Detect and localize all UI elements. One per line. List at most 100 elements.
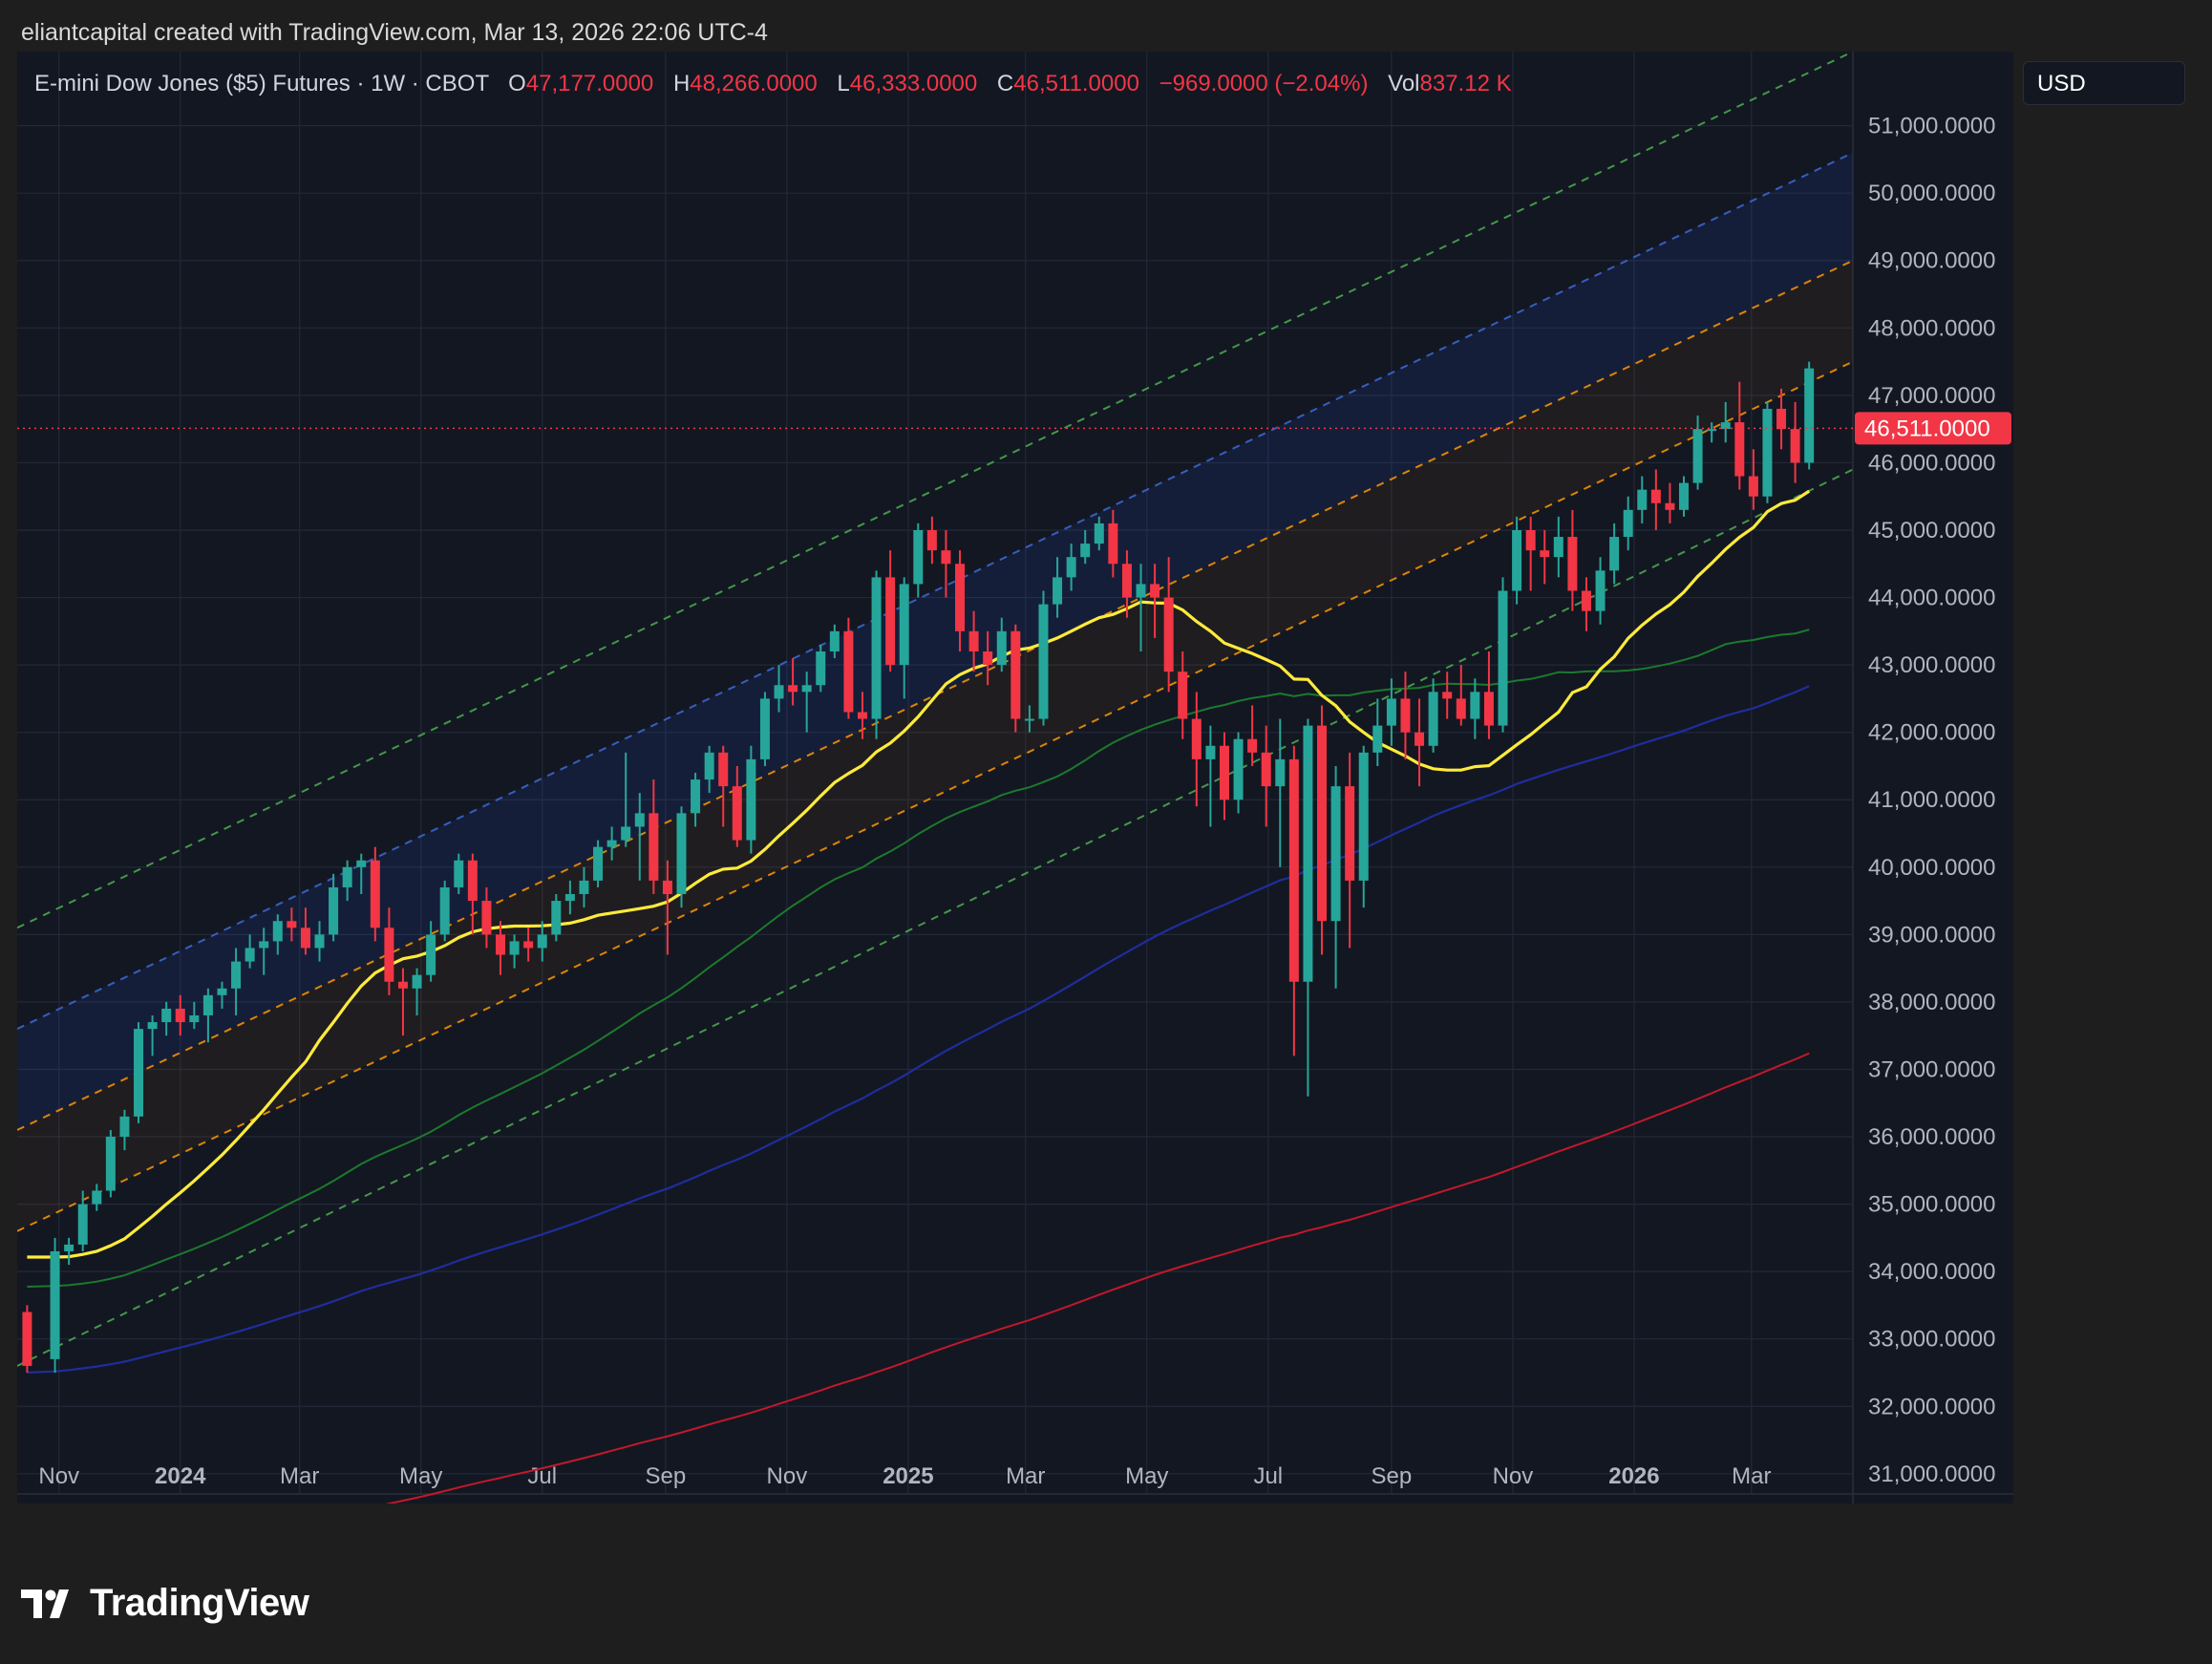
candle-body: [287, 921, 297, 928]
candle-body: [454, 860, 464, 887]
candle-body: [397, 981, 408, 989]
y-tick-label: 38,000.0000: [1868, 990, 1995, 1015]
candle-body: [1790, 429, 1800, 463]
x-tick-label: Nov: [1493, 1463, 1534, 1489]
candle-body: [1679, 482, 1690, 510]
candle-body: [593, 846, 604, 881]
y-tick-label: 37,000.0000: [1868, 1056, 1995, 1082]
legend-volume-label: Vol: [1388, 71, 1420, 96]
candle-body: [105, 1137, 116, 1191]
candle-body: [704, 752, 714, 780]
candle-body: [843, 630, 854, 713]
channel-outer-lower: [17, 468, 1854, 1367]
legend-change-value: −969.0000 (−2.04%): [1159, 71, 1369, 96]
x-tick-label: Sep: [1372, 1463, 1413, 1489]
candle-body: [217, 988, 227, 995]
currency-selector[interactable]: USD: [2023, 61, 2185, 105]
candle-body: [1540, 550, 1550, 558]
candle-body: [147, 1022, 158, 1030]
channel-mid-lower: [17, 360, 1854, 1232]
y-tick-label: 43,000.0000: [1868, 652, 1995, 678]
y-tick-label: 51,000.0000: [1868, 114, 1995, 139]
channel-fill-mid: [17, 260, 1853, 1231]
y-tick-label: 34,000.0000: [1868, 1259, 1995, 1285]
candle-body: [913, 529, 924, 585]
legend-high-label: H: [672, 71, 691, 96]
candle-body: [161, 1008, 172, 1023]
legend-low-label: L: [837, 71, 850, 96]
y-tick-label: 41,000.0000: [1868, 787, 1995, 813]
candle-body: [1275, 758, 1286, 787]
candle-body: [426, 934, 436, 975]
candle-body: [1358, 752, 1369, 881]
candle-body: [955, 564, 966, 631]
candle-body: [1414, 732, 1425, 746]
candle-body: [1734, 422, 1745, 477]
candle-body: [1553, 537, 1563, 558]
candle-body: [621, 826, 631, 841]
candle-body: [467, 860, 478, 902]
candle-body: [1692, 429, 1703, 483]
candle-body: [801, 685, 812, 693]
candle-body: [996, 630, 1007, 666]
candle-body: [579, 880, 589, 895]
candle-body: [691, 779, 701, 814]
candle-body: [1205, 745, 1216, 759]
y-tick-label: 35,000.0000: [1868, 1192, 1995, 1218]
candle-body: [1080, 544, 1091, 558]
candle-body: [329, 886, 339, 935]
x-tick-label: Sep: [645, 1463, 686, 1489]
y-tick-label: 36,000.0000: [1868, 1124, 1995, 1150]
legend-open-value: 47,177.0000: [525, 71, 654, 96]
candle-body: [1233, 738, 1244, 800]
candle-body: [481, 901, 492, 935]
candle-body: [119, 1116, 130, 1138]
candle-body: [1776, 408, 1787, 430]
candle-body: [941, 550, 951, 565]
candle-body: [231, 961, 242, 989]
candle-body: [1623, 509, 1633, 538]
candle-body: [1707, 429, 1717, 432]
candle-body: [412, 974, 422, 989]
candle-body: [746, 758, 756, 841]
y-tick-label: 48,000.0000: [1868, 315, 1995, 341]
candle-body: [1330, 786, 1341, 922]
chart-area[interactable]: 51,000.0000 50,000.0000 49,000.0000 48,000.…: [17, 52, 2013, 1504]
chart-svg[interactable]: 51,000.0000 50,000.0000 49,000.0000 48,000.…: [17, 52, 2013, 1504]
ema-20-line: [27, 489, 1811, 1259]
candle-body: [537, 934, 547, 949]
candle-body: [1261, 752, 1271, 787]
candle-body: [1720, 422, 1731, 430]
candle-body: [662, 880, 672, 895]
candle-body: [551, 901, 562, 935]
candle-body: [1386, 698, 1396, 726]
y-tick-label: 44,000.0000: [1868, 586, 1995, 611]
candle-body: [1303, 725, 1313, 982]
candle-body: [356, 860, 367, 867]
candle-body: [1609, 537, 1620, 571]
y-tick-label: 31,000.0000: [1868, 1461, 1995, 1487]
tradingview-logo[interactable]: TradingView: [21, 1582, 309, 1625]
candle-body: [885, 577, 896, 666]
symbol-legend: E-mini Dow Jones ($5) Futures · 1W · CBO…: [34, 71, 1525, 97]
x-tick-label: Mar: [280, 1463, 319, 1489]
candle-body: [1762, 408, 1773, 497]
candle-body: [857, 712, 867, 719]
ma-50-line: [27, 629, 1810, 1288]
candle-body: [1400, 698, 1411, 733]
candle-body: [1525, 529, 1536, 551]
y-tick-label: 32,000.0000: [1868, 1394, 1995, 1419]
candle-body: [634, 813, 645, 827]
x-tick-label: 2025: [883, 1463, 933, 1489]
candle-body: [1163, 597, 1174, 672]
candle-body: [1428, 692, 1438, 746]
candle-body: [1498, 590, 1508, 726]
candle-body: [509, 941, 520, 955]
y-tick-label: 39,000.0000: [1868, 922, 1995, 948]
y-tick-label: 42,000.0000: [1868, 720, 1995, 746]
candle-body: [342, 866, 352, 887]
candle-body: [1121, 564, 1132, 598]
candle-body: [496, 934, 506, 955]
candle-body: [1053, 577, 1063, 605]
candle-body: [1442, 692, 1453, 699]
